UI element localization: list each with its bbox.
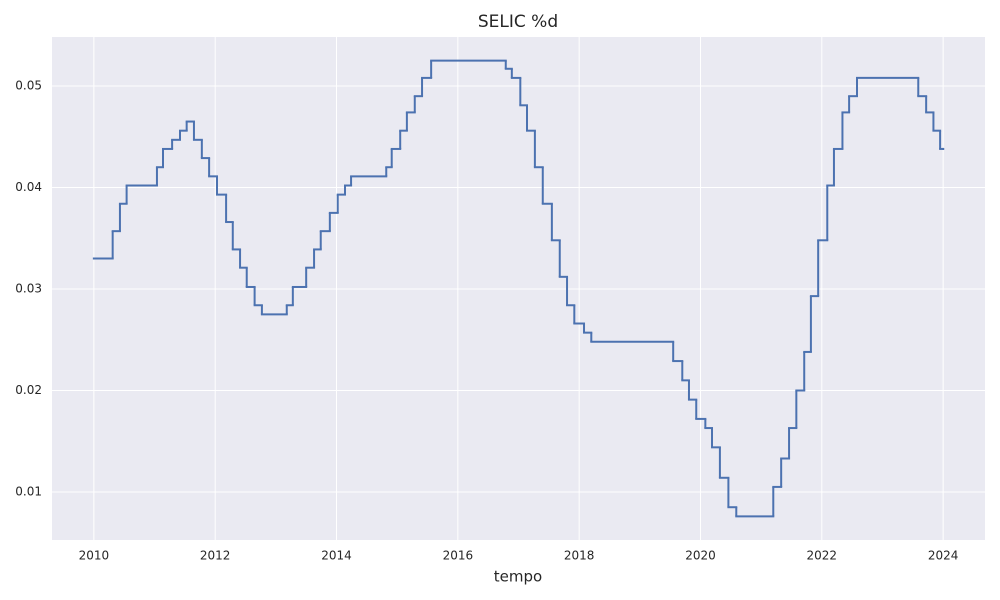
y-tick-label: 0.02 xyxy=(15,383,42,397)
x-tick-label: 2010 xyxy=(79,549,110,563)
x-axis-label: tempo xyxy=(494,568,542,586)
x-tick-label: 2016 xyxy=(443,549,474,563)
y-tick-label: 0.05 xyxy=(15,79,42,93)
x-tick-label: 2014 xyxy=(321,549,352,563)
x-tick-label: 2022 xyxy=(807,549,838,563)
chart-title: SELIC %d xyxy=(478,12,558,32)
y-tick-label: 0.04 xyxy=(15,180,42,194)
x-tick-label: 2020 xyxy=(685,549,716,563)
y-tick-label: 0.03 xyxy=(15,282,42,296)
y-tick-label: 0.01 xyxy=(15,484,42,498)
x-tick-label: 2012 xyxy=(200,549,231,563)
x-tick-label: 2024 xyxy=(928,549,959,563)
x-tick-label: 2018 xyxy=(564,549,595,563)
plot-area xyxy=(52,37,985,540)
